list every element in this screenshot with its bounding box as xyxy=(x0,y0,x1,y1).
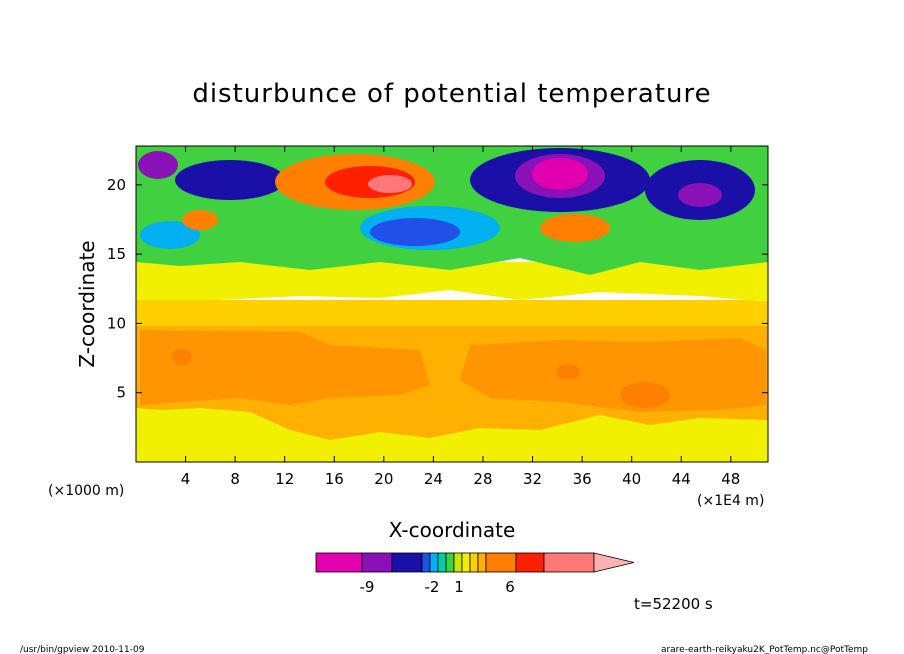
blob-orange-left xyxy=(182,210,218,230)
x-tick-label: 28 xyxy=(473,470,492,488)
x-tick-label: 20 xyxy=(374,470,393,488)
colorbar-swatch xyxy=(437,552,447,573)
time-label: t=52200 s xyxy=(634,595,713,613)
band-orange-warm-right xyxy=(460,338,766,412)
blob-purple-right xyxy=(678,183,722,207)
y-tick-label: 20 xyxy=(107,176,126,194)
y-tick-label: 5 xyxy=(116,384,126,402)
x-unit-left: (×1000 m) xyxy=(48,483,124,499)
colorbar-swatch xyxy=(461,552,471,573)
x-axis: 4 8 12 16 20 24 28 32 36 40 44 48 xyxy=(181,146,740,488)
colorbar-swatch xyxy=(543,552,595,573)
x-tick-label: 16 xyxy=(325,470,344,488)
blob-blue-1 xyxy=(370,218,460,246)
x-unit-right: (×1E4 m) xyxy=(697,493,764,509)
y-tick-label: 10 xyxy=(107,314,126,332)
blob-warm-spot-3 xyxy=(620,382,670,408)
blob-warm-spot-2 xyxy=(556,364,580,380)
colorbar-swatch xyxy=(361,552,393,573)
blob-pink-top xyxy=(368,175,412,193)
blob-blue-2 xyxy=(175,160,285,200)
blob-cyan-2 xyxy=(140,221,200,249)
colorbar-swatch xyxy=(421,552,431,573)
footer-left: /usr/bin/gpview 2010-11-09 xyxy=(20,645,145,654)
plot-area xyxy=(136,146,768,462)
blob-orange-mid xyxy=(540,214,610,242)
colorbar-swatch xyxy=(453,552,463,573)
x-tick-label: 4 xyxy=(181,470,191,488)
colorbar-arrow xyxy=(593,552,635,573)
blob-magenta-left xyxy=(138,151,178,179)
blob-magenta-top xyxy=(532,158,588,190)
colorbar-swatch xyxy=(445,552,455,573)
colorbar-swatch xyxy=(485,552,517,573)
colorbar-swatch xyxy=(477,552,487,573)
x-tick-label: 36 xyxy=(573,470,592,488)
colorbar xyxy=(315,552,635,573)
colorbar-swatch xyxy=(469,552,479,573)
colorbar-swatch xyxy=(391,552,423,573)
band-middle xyxy=(136,300,768,326)
colorbar-label: -2 xyxy=(425,578,440,596)
y-axis-label: Z-coordinate xyxy=(75,240,99,367)
blob-warm-spot-1 xyxy=(172,349,192,365)
footer-right: arare-earth-reikyaku2K_PotTemp.nc@PotTem… xyxy=(661,645,868,654)
x-tick-label: 44 xyxy=(672,470,691,488)
colorbar-label: 1 xyxy=(454,578,464,596)
colorbar-label: -9 xyxy=(360,578,375,596)
colorbar-swatch xyxy=(315,552,363,573)
x-tick-label: 24 xyxy=(424,470,443,488)
x-tick-label: 32 xyxy=(523,470,542,488)
x-tick-label: 12 xyxy=(275,470,294,488)
plot-frame xyxy=(135,145,769,463)
x-tick-label: 8 xyxy=(230,470,240,488)
y-tick-label: 15 xyxy=(107,245,126,263)
colorbar-swatch xyxy=(429,552,439,573)
band-upper-yellow xyxy=(136,262,768,302)
x-axis-label: X-coordinate xyxy=(389,518,516,542)
y-axis: 5 10 15 20 xyxy=(107,176,768,402)
colorbar-label: 6 xyxy=(505,578,515,596)
colorbar-swatch xyxy=(515,552,545,573)
colorbar-labels: -9 -2 1 6 xyxy=(360,578,515,596)
x-tick-label: 40 xyxy=(622,470,641,488)
chart-title: disturbunce of potential temperature xyxy=(192,79,711,109)
band-orange-warm xyxy=(140,330,430,405)
x-tick-label: 48 xyxy=(721,470,740,488)
